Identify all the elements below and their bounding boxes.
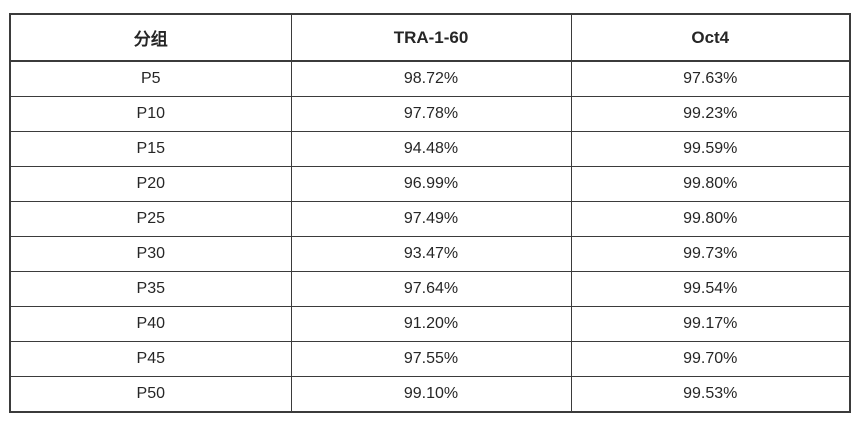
table-row: P10 97.78% 99.23% (9, 96, 851, 133)
group-cell: P25 (9, 201, 292, 237)
group-cell: P50 (9, 375, 292, 413)
group-cell: P35 (9, 270, 292, 307)
column-header: 分组 (9, 13, 292, 62)
table-row: P20 96.99% 99.80% (9, 166, 851, 203)
percentage-table-container: 分组 TRA-1-60 Oct4 P5 98.72% 97.63% P10 97.78% 99… (9, 13, 851, 413)
value-cell: 98.72% (290, 60, 572, 98)
value-cell: 97.64% (290, 270, 572, 307)
value-cell: 99.80% (570, 201, 851, 237)
table-row: P40 91.20% 99.17% (9, 305, 851, 342)
group-cell: P15 (9, 131, 292, 168)
value-cell: 99.17% (570, 305, 851, 342)
value-cell: 93.47% (290, 235, 572, 272)
group-cell: P40 (9, 305, 292, 342)
value-cell: 99.70% (570, 340, 851, 377)
value-cell: 96.99% (290, 166, 572, 203)
table-row: P35 97.64% 99.54% (9, 270, 851, 307)
group-cell: P30 (9, 235, 292, 272)
column-header: TRA-1-60 (290, 13, 572, 62)
group-cell: P5 (9, 60, 292, 98)
table-row: P30 93.47% 99.73% (9, 235, 851, 272)
group-cell: P20 (9, 166, 292, 203)
group-cell: P45 (9, 340, 292, 377)
table-row: P50 99.10% 99.53% (9, 375, 851, 413)
group-cell: P10 (9, 96, 292, 133)
value-cell: 97.49% (290, 201, 572, 237)
value-cell: 99.10% (290, 375, 572, 413)
table-row: P25 97.49% 99.80% (9, 201, 851, 237)
table-row: P45 97.55% 99.70% (9, 340, 851, 377)
table-header: 分组 TRA-1-60 Oct4 (9, 13, 851, 62)
value-cell: 94.48% (290, 131, 572, 168)
value-cell: 99.80% (570, 166, 851, 203)
value-cell: 97.55% (290, 340, 572, 377)
percentage-table: 分组 TRA-1-60 Oct4 P5 98.72% 97.63% P10 97.78% 99… (9, 13, 851, 413)
column-header: Oct4 (570, 13, 851, 62)
value-cell: 99.54% (570, 270, 851, 307)
value-cell: 99.23% (570, 96, 851, 133)
value-cell: 91.20% (290, 305, 572, 342)
table-row: P15 94.48% 99.59% (9, 131, 851, 168)
value-cell: 97.78% (290, 96, 572, 133)
value-cell: 99.73% (570, 235, 851, 272)
table-body: P5 98.72% 97.63% P10 97.78% 99.23% P15 94.48% 99… (9, 60, 851, 413)
table-row: P5 98.72% 97.63% (9, 60, 851, 98)
value-cell: 97.63% (570, 60, 851, 98)
value-cell: 99.59% (570, 131, 851, 168)
value-cell: 99.53% (570, 375, 851, 413)
table-header-row: 分组 TRA-1-60 Oct4 (9, 13, 851, 62)
